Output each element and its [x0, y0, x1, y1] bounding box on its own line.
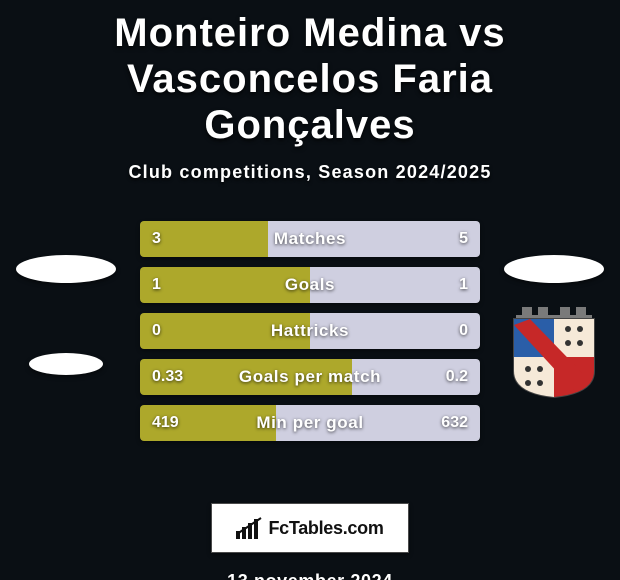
- stat-label: Matches: [140, 221, 480, 257]
- stat-row: 419632Min per goal: [140, 405, 480, 441]
- comparison-area: 35Matches 11Goals 00Hattricks 0.330.2Goals …: [0, 221, 620, 481]
- stat-label: Goals: [140, 267, 480, 303]
- bar-chart-icon: [236, 517, 262, 539]
- stat-label: Goals per match: [140, 359, 480, 395]
- title-line-1: Monteiro Medina vs Vasconcelos Faria: [114, 11, 505, 101]
- title-line-2: Gonçalves: [204, 103, 415, 147]
- comparison-infographic: Monteiro Medina vs Vasconcelos Faria Gon…: [0, 0, 620, 580]
- stat-label: Min per goal: [140, 405, 480, 441]
- stat-label: Hattricks: [140, 313, 480, 349]
- oval-shadow-icon: [29, 353, 103, 375]
- left-club-badge-placeholder: [16, 307, 116, 387]
- right-player-column: [494, 221, 614, 399]
- branding-box: FcTables.com: [211, 503, 409, 553]
- oval-shadow-icon: [16, 255, 116, 283]
- right-player-avatar-placeholder: [504, 221, 604, 301]
- stat-row: 0.330.2Goals per match: [140, 359, 480, 395]
- comparison-bars: 35Matches 11Goals 00Hattricks 0.330.2Goals …: [140, 221, 480, 451]
- stat-row: 11Goals: [140, 267, 480, 303]
- shield-icon: [512, 307, 596, 399]
- left-player-avatar-placeholder: [16, 221, 116, 301]
- oval-shadow-icon: [504, 255, 604, 283]
- stat-row: 35Matches: [140, 221, 480, 257]
- stat-row: 00Hattricks: [140, 313, 480, 349]
- page-subtitle: Club competitions, Season 2024/2025: [0, 162, 620, 183]
- infographic-date: 13 november 2024: [0, 571, 620, 580]
- page-title: Monteiro Medina vs Vasconcelos Faria Gon…: [0, 0, 620, 148]
- left-player-column: [6, 221, 126, 393]
- right-club-badge: [512, 307, 596, 399]
- branding-text: FcTables.com: [268, 518, 383, 539]
